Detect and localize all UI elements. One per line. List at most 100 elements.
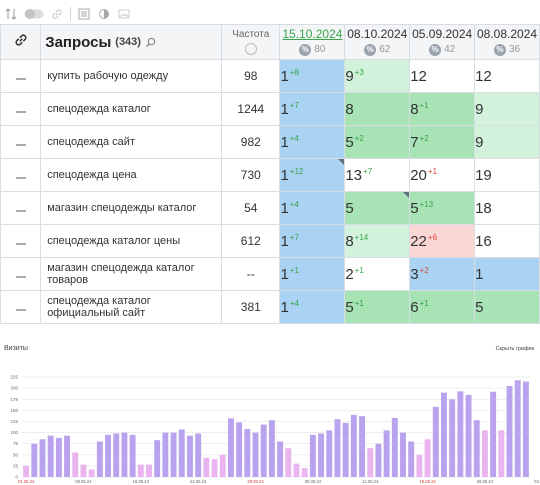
position-value: 8: [410, 100, 419, 118]
position-cell[interactable]: 3+2: [409, 257, 476, 291]
y-axis-ticks: 0 25 50 75 100 125 150 175 200 225: [10, 375, 18, 480]
toggle-switch[interactable]: [24, 7, 44, 21]
frequency-column-header[interactable]: Частота: [221, 24, 281, 60]
date-label[interactable]: 08.08.2024: [477, 27, 538, 41]
visit-bar: [55, 437, 62, 477]
row-toggle[interactable]: [0, 59, 42, 93]
row-toggle[interactable]: [0, 224, 42, 258]
query-cell[interactable]: магазин спецодежда каталог товаров: [40, 257, 223, 291]
image-icon[interactable]: [117, 7, 131, 21]
queries-column-header[interactable]: Запросы (343): [40, 24, 223, 60]
date-label[interactable]: 08.10.2024: [347, 27, 408, 41]
position-cell[interactable]: 1+4: [279, 290, 346, 324]
position-value: 9: [475, 133, 484, 151]
date-column-header[interactable]: 08.10.2024% 62: [344, 24, 411, 60]
position-cell[interactable]: 1+8: [279, 59, 346, 93]
minus-icon[interactable]: [15, 177, 26, 179]
position-cell[interactable]: 12: [409, 59, 476, 93]
position-cell[interactable]: 5: [474, 290, 540, 324]
position-cell[interactable]: 2+1: [344, 257, 411, 291]
position-cell[interactable]: 7+2: [409, 125, 476, 159]
minus-icon[interactable]: [15, 78, 26, 80]
minus-icon[interactable]: [15, 210, 26, 212]
table-row: спецодежда каталог официальный сайт 381 1+…: [0, 290, 540, 324]
date-label[interactable]: 05.09.2024: [412, 27, 473, 41]
position-cell[interactable]: 1+1: [279, 257, 346, 291]
date-column-header[interactable]: 15.10.2024% 80: [279, 24, 346, 60]
visit-bar: [465, 394, 472, 477]
sort-icon[interactable]: [4, 7, 18, 21]
hide-chart-button[interactable]: Скрыть график: [496, 346, 535, 352]
visit-bar: [498, 430, 505, 477]
position-change: +14: [354, 232, 369, 242]
position-cell[interactable]: 5: [344, 191, 411, 225]
position-cell[interactable]: 5+2: [344, 125, 411, 159]
date-header-content: 08.10.2024% 62: [346, 27, 409, 56]
minus-icon[interactable]: [15, 276, 26, 278]
date-header-content: 08.08.2024% 36: [476, 27, 539, 56]
position-cell[interactable]: 12: [474, 59, 540, 93]
position-cell[interactable]: 1+4: [279, 191, 346, 225]
queries-title: Запросы: [45, 33, 112, 51]
position-cell[interactable]: 1+12: [279, 158, 346, 192]
minus-icon[interactable]: [15, 111, 26, 113]
position-cell[interactable]: 9: [474, 125, 540, 159]
query-cell[interactable]: магазин спецодежды каталог: [40, 191, 223, 225]
minus-icon[interactable]: [15, 144, 26, 146]
date-column-header[interactable]: 05.09.2024% 42: [409, 24, 476, 60]
row-toggle[interactable]: [0, 92, 42, 126]
query-cell[interactable]: спецодежда каталог: [40, 92, 223, 126]
query-cell[interactable]: спецодежда сайт: [40, 125, 223, 159]
row-toggle[interactable]: [0, 125, 42, 159]
position-cell[interactable]: 1+4: [279, 125, 346, 159]
row-toggle[interactable]: [0, 290, 42, 324]
visit-bar: [31, 443, 38, 477]
minus-icon[interactable]: [15, 309, 26, 311]
date-header-content: 15.10.2024% 80: [281, 27, 344, 56]
position-cell[interactable]: 5+1: [344, 290, 411, 324]
visit-bar: [481, 430, 488, 477]
visit-bar: [391, 417, 398, 477]
position-cell[interactable]: 8+14: [344, 224, 411, 258]
position-cell[interactable]: 1+7: [279, 224, 346, 258]
position-cell[interactable]: 22+6: [409, 224, 476, 258]
position-cell[interactable]: 19: [474, 158, 540, 192]
date-label[interactable]: 15.10.2024: [282, 27, 343, 41]
minus-icon[interactable]: [15, 243, 26, 245]
link-column-header[interactable]: [0, 24, 42, 60]
contrast-icon[interactable]: [97, 7, 111, 21]
position-cell[interactable]: 5+13: [409, 191, 476, 225]
position-cell[interactable]: 16: [474, 224, 540, 258]
search-icon[interactable]: [145, 37, 156, 48]
query-cell[interactable]: спецодежда цена: [40, 158, 223, 192]
query-cell[interactable]: спецодежда каталог цены: [40, 224, 223, 258]
position-cell[interactable]: 1: [474, 257, 540, 291]
position-change: +13: [419, 199, 434, 209]
position-cell[interactable]: 9: [474, 92, 540, 126]
position-cell[interactable]: 20+1: [409, 158, 476, 192]
visit-bar: [416, 454, 423, 477]
position-cell[interactable]: 18: [474, 191, 540, 225]
visit-bar: [105, 434, 111, 477]
link-icon[interactable]: [50, 7, 64, 21]
query-cell[interactable]: спецодежда каталог официальный сайт: [40, 290, 223, 324]
position-value: 7: [410, 133, 419, 151]
position-change: +3: [354, 67, 364, 77]
position-cell[interactable]: 8+1: [409, 92, 476, 126]
position-cell[interactable]: 6+1: [409, 290, 476, 324]
row-toggle[interactable]: [0, 191, 42, 225]
position-cell[interactable]: 8: [344, 92, 411, 126]
position-value: 9: [345, 67, 354, 85]
position-cell[interactable]: 13+7: [344, 158, 411, 192]
position-cell[interactable]: 1+7: [279, 92, 346, 126]
position-change: +1: [427, 166, 438, 176]
position-cell[interactable]: 9+3: [344, 59, 411, 93]
row-toggle[interactable]: [0, 257, 42, 291]
queries-count: (343): [115, 36, 141, 48]
query-cell[interactable]: купить рабочую одежду: [40, 59, 223, 93]
row-toggle[interactable]: [0, 158, 42, 192]
x-tick-label: 05.06.24: [305, 479, 322, 484]
date-column-header[interactable]: 08.08.2024% 36: [474, 24, 540, 60]
table-icon[interactable]: [77, 7, 91, 21]
position-value: 5: [475, 298, 484, 316]
